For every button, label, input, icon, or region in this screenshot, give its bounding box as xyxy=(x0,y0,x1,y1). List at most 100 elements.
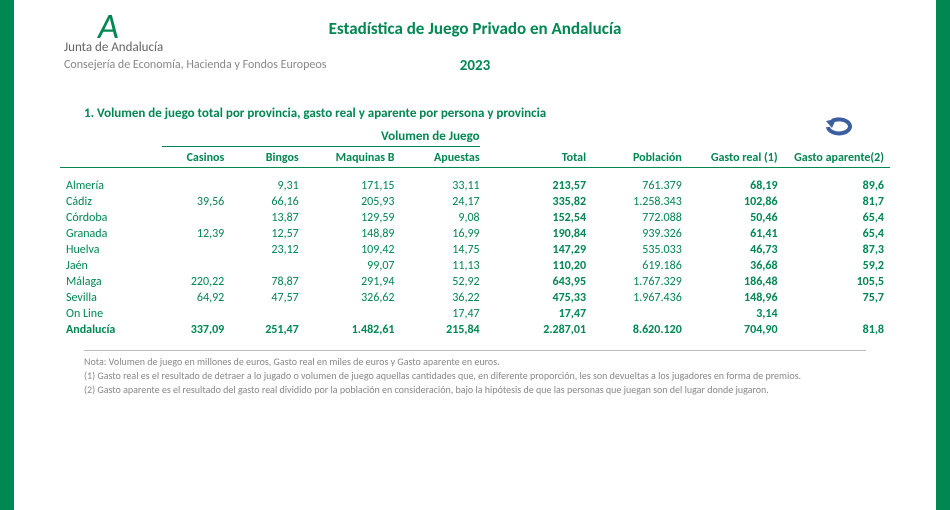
table-cell: 761.379 xyxy=(592,178,688,194)
refresh-icon[interactable] xyxy=(822,115,856,144)
table-cell xyxy=(230,258,304,274)
col-total: Total xyxy=(486,149,592,168)
col-casinos: Casinos xyxy=(156,149,230,168)
table-cell: 68,19 xyxy=(688,178,784,194)
table-cell: 12,57 xyxy=(230,226,304,242)
table-cell: 24,17 xyxy=(401,194,486,210)
table-cell: 23,12 xyxy=(230,242,304,258)
col-gasto-aparente: Gasto aparente(2) xyxy=(784,149,890,168)
table-row: Huelva23,12109,4214,75147,29535.03346,73… xyxy=(60,242,890,258)
table-cell xyxy=(784,306,890,322)
table-cell: 291,94 xyxy=(305,274,401,290)
table-cell: 46,73 xyxy=(688,242,784,258)
table-cell xyxy=(156,210,230,226)
table-row: Jaén99,0711,13110,20619.18636,6859,2 xyxy=(60,258,890,274)
table-cell: Córdoba xyxy=(60,210,156,226)
table-cell: 12,39 xyxy=(156,226,230,242)
table-cell xyxy=(156,258,230,274)
table-cell xyxy=(592,306,688,322)
table-cell: 105,5 xyxy=(784,274,890,290)
table-cell: 36,22 xyxy=(401,290,486,306)
table-row: Cádiz39,5666,16205,9324,17335,821.258.34… xyxy=(60,194,890,210)
table-cell: 110,20 xyxy=(486,258,592,274)
table-cell: 1.967.436 xyxy=(592,290,688,306)
table-cell: 109,42 xyxy=(305,242,401,258)
table-cell: Cádiz xyxy=(60,194,156,210)
table-cell: 190,84 xyxy=(486,226,592,242)
table-cell: 81,7 xyxy=(784,194,890,210)
table-cell: 148,96 xyxy=(688,290,784,306)
table-cell: 475,33 xyxy=(486,290,592,306)
table-cell: 3,14 xyxy=(688,306,784,322)
column-headers: Casinos Bingos Maquinas B Apuestas Total… xyxy=(60,149,890,168)
table-cell: 65,4 xyxy=(784,210,890,226)
table-cell xyxy=(156,242,230,258)
table-cell: 61,41 xyxy=(688,226,784,242)
table-cell: 2.287,01 xyxy=(486,322,592,338)
table-cell: 1.482,61 xyxy=(305,322,401,338)
table-cell: Granada xyxy=(60,226,156,242)
table-cell: 64,92 xyxy=(156,290,230,306)
table-row: Granada12,3912,57148,8916,99190,84939.32… xyxy=(60,226,890,242)
table-cell: 152,54 xyxy=(486,210,592,226)
year: 2023 xyxy=(14,57,936,75)
table-cell: 36,68 xyxy=(688,258,784,274)
table-cell: 147,29 xyxy=(486,242,592,258)
table-row: Almería9,31171,1533,11213,57761.37968,19… xyxy=(60,178,890,194)
table-cell: 17,47 xyxy=(401,306,486,322)
table-cell: 213,57 xyxy=(486,178,592,194)
table-cell: 65,4 xyxy=(784,226,890,242)
main-title: Estadística de Juego Privado en Andalucí… xyxy=(14,18,936,39)
table-cell: 1.767.329 xyxy=(592,274,688,290)
table-cell: 220,22 xyxy=(156,274,230,290)
table-cell: 8.620.120 xyxy=(592,322,688,338)
table-cell: 704,90 xyxy=(688,322,784,338)
note-3: (2) Gasto aparente es el resultado del g… xyxy=(84,383,866,397)
table-cell: 337,09 xyxy=(156,322,230,338)
table-cell: 78,87 xyxy=(230,274,304,290)
table-cell: 215,84 xyxy=(401,322,486,338)
table-row: Andalucía337,09251,471.482,61215,842.287… xyxy=(60,322,890,338)
table-cell: 9,08 xyxy=(401,210,486,226)
table-cell: Sevilla xyxy=(60,290,156,306)
table-cell: 939.326 xyxy=(592,226,688,242)
table-cell: 171,15 xyxy=(305,178,401,194)
table-cell: Huelva xyxy=(60,242,156,258)
table-cell: Andalucía xyxy=(60,322,156,338)
group-header-volumen: Volumen de Juego xyxy=(156,127,486,149)
table-cell: 89,6 xyxy=(784,178,890,194)
col-maquinas: Maquinas B xyxy=(305,149,401,168)
table-cell xyxy=(156,306,230,322)
table-cell xyxy=(230,306,304,322)
table-cell: 33,11 xyxy=(401,178,486,194)
table-cell: On Line xyxy=(60,306,156,322)
table-cell: 535.033 xyxy=(592,242,688,258)
title-block: Estadística de Juego Privado en Andalucí… xyxy=(14,18,936,75)
table-cell: 39,56 xyxy=(156,194,230,210)
note-1: Nota: Volumen de juego en millones de eu… xyxy=(84,355,866,369)
table-cell: 186,48 xyxy=(688,274,784,290)
table-cell: 251,47 xyxy=(230,322,304,338)
table-cell xyxy=(156,178,230,194)
col-apuestas: Apuestas xyxy=(401,149,486,168)
table-cell: 87,3 xyxy=(784,242,890,258)
table-cell: Jaén xyxy=(60,258,156,274)
table-cell: 17,47 xyxy=(486,306,592,322)
table-row: Málaga220,2278,87291,9452,92643,951.767.… xyxy=(60,274,890,290)
table-cell: 13,87 xyxy=(230,210,304,226)
table-cell: 1.258.343 xyxy=(592,194,688,210)
col-bingos: Bingos xyxy=(230,149,304,168)
table-cell: 52,92 xyxy=(401,274,486,290)
table-cell: 11,13 xyxy=(401,258,486,274)
table-cell: 50,46 xyxy=(688,210,784,226)
section-title: 1. Volumen de juego total por provincia,… xyxy=(84,106,936,121)
notes: Nota: Volumen de juego en millones de eu… xyxy=(84,350,866,397)
table-row: Sevilla64,9247,57326,6236,22475,331.967.… xyxy=(60,290,890,306)
table-cell: 99,07 xyxy=(305,258,401,274)
table-cell: 129,59 xyxy=(305,210,401,226)
data-table: Volumen de Juego Casinos Bingos Maquinas… xyxy=(60,127,890,338)
table-cell: Almería xyxy=(60,178,156,194)
table-cell: 335,82 xyxy=(486,194,592,210)
table-cell: Málaga xyxy=(60,274,156,290)
table-cell: 326,62 xyxy=(305,290,401,306)
